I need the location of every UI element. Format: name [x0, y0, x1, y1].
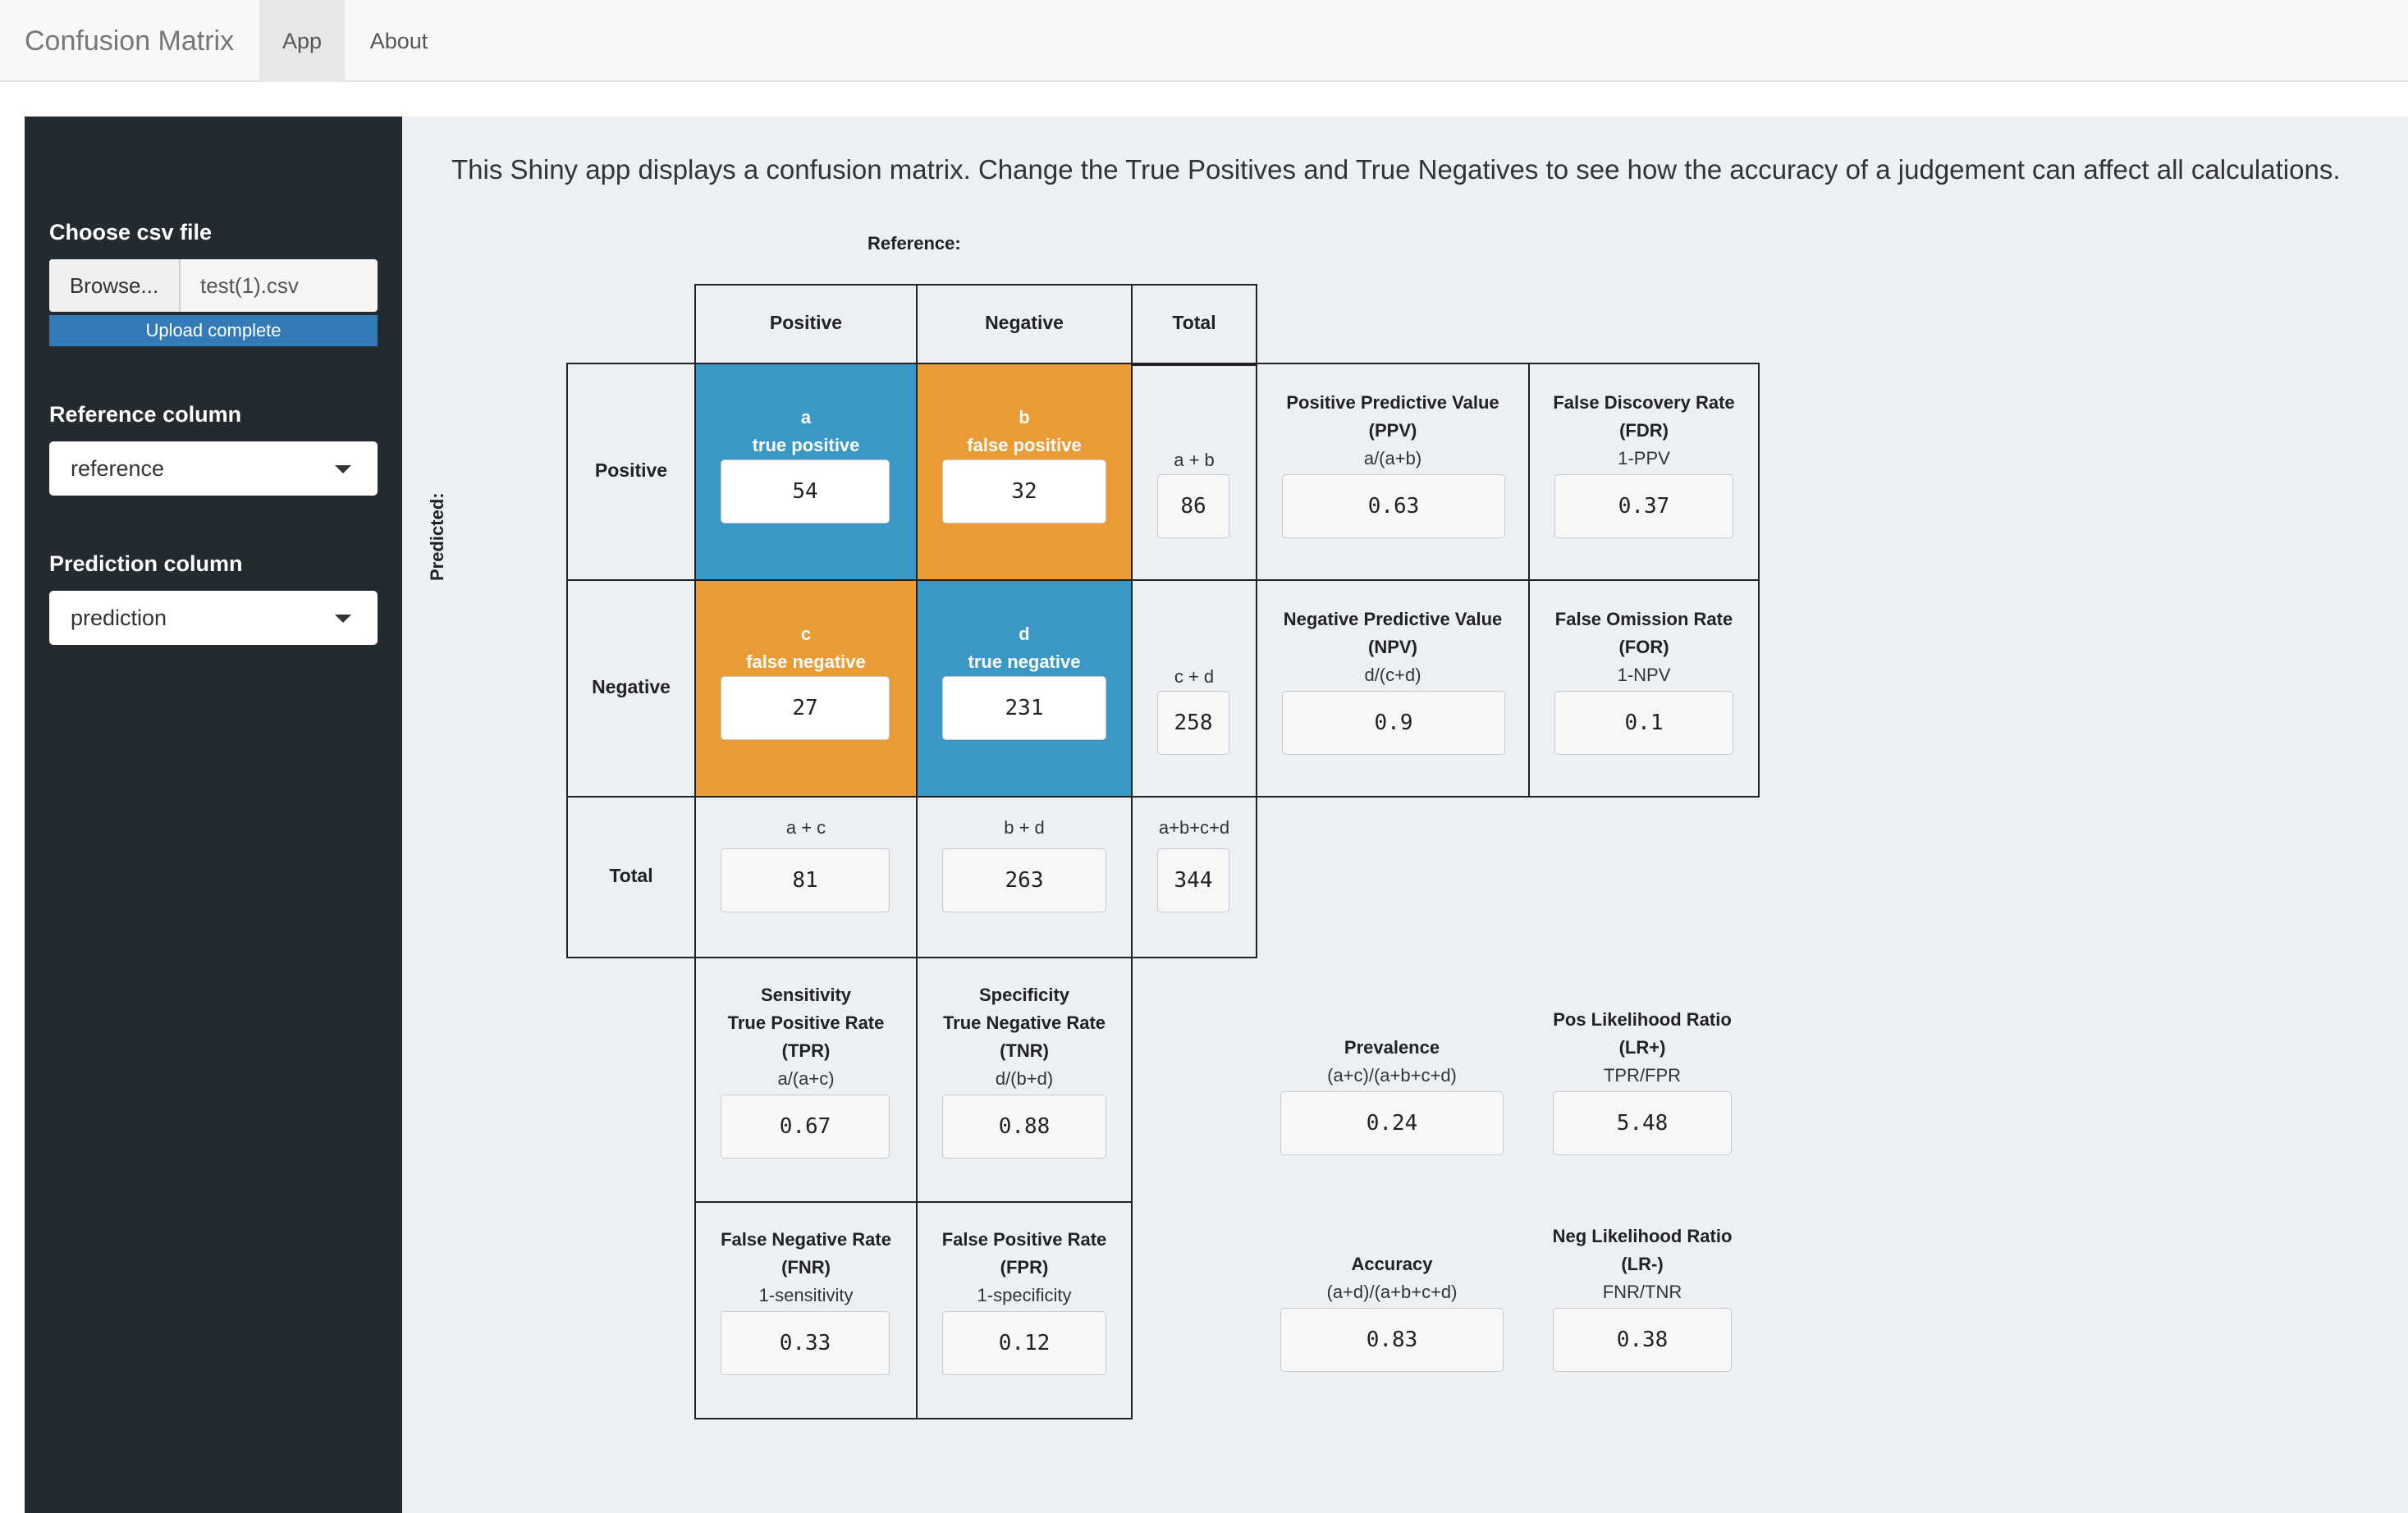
row-total-negative-value: 258: [1157, 691, 1229, 755]
intro-text: This Shiny app displays a confusion matr…: [451, 154, 2341, 185]
sidebar: Choose csv file Browse... test(1).csv Up…: [25, 117, 402, 1513]
cell-col-total-negative: b + d 263: [916, 796, 1133, 958]
cell-fpr: False Positive Rate (FPR) 1-specificity …: [916, 1201, 1133, 1419]
caret-down-icon: [335, 615, 351, 623]
row-header-positive: Positive: [566, 363, 696, 581]
app-title: Confusion Matrix: [25, 25, 235, 57]
prevalence-panel: Prevalence (a+c)/(a+b+c+d) 0.24: [1280, 1034, 1504, 1157]
cell-row-total-negative: c + d 258: [1131, 579, 1257, 798]
accuracy-panel: Accuracy (a+d)/(a+b+c+d) 0.83: [1280, 1250, 1504, 1374]
caret-down-icon: [335, 465, 351, 473]
cell-specificity: Specificity True Negative Rate (TNR) d/(…: [916, 957, 1133, 1203]
prediction-column-value: prediction: [71, 606, 167, 630]
tab-about[interactable]: About: [369, 29, 428, 53]
lr-positive-value: 5.48: [1553, 1091, 1732, 1155]
col-total-positive-value: 81: [721, 848, 890, 912]
lr-negative-panel: Neg Likelihood Ratio (LR-) FNR/TNR 0.38: [1553, 1223, 1732, 1374]
prediction-column-select[interactable]: prediction: [49, 591, 378, 645]
cell-b-false-positive: b false positive 32: [916, 363, 1133, 581]
main-panel: This Shiny app displays a confusion matr…: [402, 117, 2408, 1513]
true-negative-input[interactable]: 231: [942, 676, 1106, 740]
grand-total-value: 344: [1157, 848, 1229, 912]
lr-positive-panel: Pos Likelihood Ratio (LR+) TPR/FPR 5.48: [1553, 1006, 1732, 1157]
fdr-value: 0.37: [1554, 474, 1733, 538]
cell-row-total-positive: a + b 86: [1131, 363, 1257, 581]
lr-negative-value: 0.38: [1553, 1308, 1732, 1372]
row-total-positive-value: 86: [1157, 474, 1229, 538]
for-value: 0.1: [1554, 691, 1733, 755]
accuracy-value: 0.83: [1280, 1308, 1504, 1372]
npv-value: 0.9: [1282, 691, 1505, 755]
tpr-value: 0.67: [721, 1095, 890, 1159]
navbar: Confusion Matrix App About: [0, 0, 2408, 82]
cell-fnr: False Negative Rate (FNR) 1-sensitivity …: [694, 1201, 918, 1419]
col-header-positive: Positive: [694, 284, 918, 366]
prevalence-value: 0.24: [1280, 1091, 1504, 1155]
browse-button[interactable]: Browse...: [49, 259, 181, 312]
upload-progress-bar: Upload complete: [49, 315, 378, 346]
ppv-value: 0.63: [1282, 474, 1505, 538]
tnr-value: 0.88: [942, 1095, 1106, 1159]
false-positive-value: 32: [942, 459, 1106, 523]
prediction-column-label: Prediction column: [49, 551, 243, 576]
tab-app[interactable]: App: [259, 0, 345, 82]
file-input[interactable]: Browse... test(1).csv: [49, 259, 378, 312]
file-name-field[interactable]: test(1).csv: [200, 273, 299, 298]
cell-grand-total: a+b+c+d 344: [1131, 796, 1257, 958]
false-negative-value: 27: [721, 676, 890, 740]
col-header-negative: Negative: [916, 284, 1133, 366]
col-total-negative-value: 263: [942, 848, 1106, 912]
fpr-value: 0.12: [942, 1311, 1106, 1375]
fnr-value: 0.33: [721, 1311, 890, 1375]
cell-ppv: Positive Predictive Value (PPV) a/(a+b) …: [1256, 363, 1530, 581]
true-positive-input[interactable]: 54: [721, 459, 890, 523]
reference-column-select[interactable]: reference: [49, 441, 378, 496]
col-header-total: Total: [1131, 284, 1257, 366]
row-header-total: Total: [566, 796, 696, 958]
cell-c-false-negative: c false negative 27: [694, 579, 918, 798]
reference-column-label: Reference column: [49, 402, 242, 427]
cell-fdr: False Discovery Rate (FDR) 1-PPV 0.37: [1528, 363, 1760, 581]
cell-npv: Negative Predictive Value (NPV) d/(c+d) …: [1256, 579, 1530, 798]
cell-sensitivity: Sensitivity True Positive Rate (TPR) a/(…: [694, 957, 918, 1203]
cell-col-total-positive: a + c 81: [694, 796, 918, 958]
cell-a-true-positive: a true positive 54: [694, 363, 918, 581]
reference-column-value: reference: [71, 456, 165, 481]
predicted-axis-label: Predicted:: [427, 492, 447, 581]
cell-d-true-negative: d true negative 231: [916, 579, 1133, 798]
reference-axis-label: Reference:: [868, 233, 961, 254]
row-header-negative: Negative: [566, 579, 696, 798]
cell-for: False Omission Rate (FOR) 1-NPV 0.1: [1528, 579, 1760, 798]
file-input-label: Choose csv file: [49, 220, 213, 245]
